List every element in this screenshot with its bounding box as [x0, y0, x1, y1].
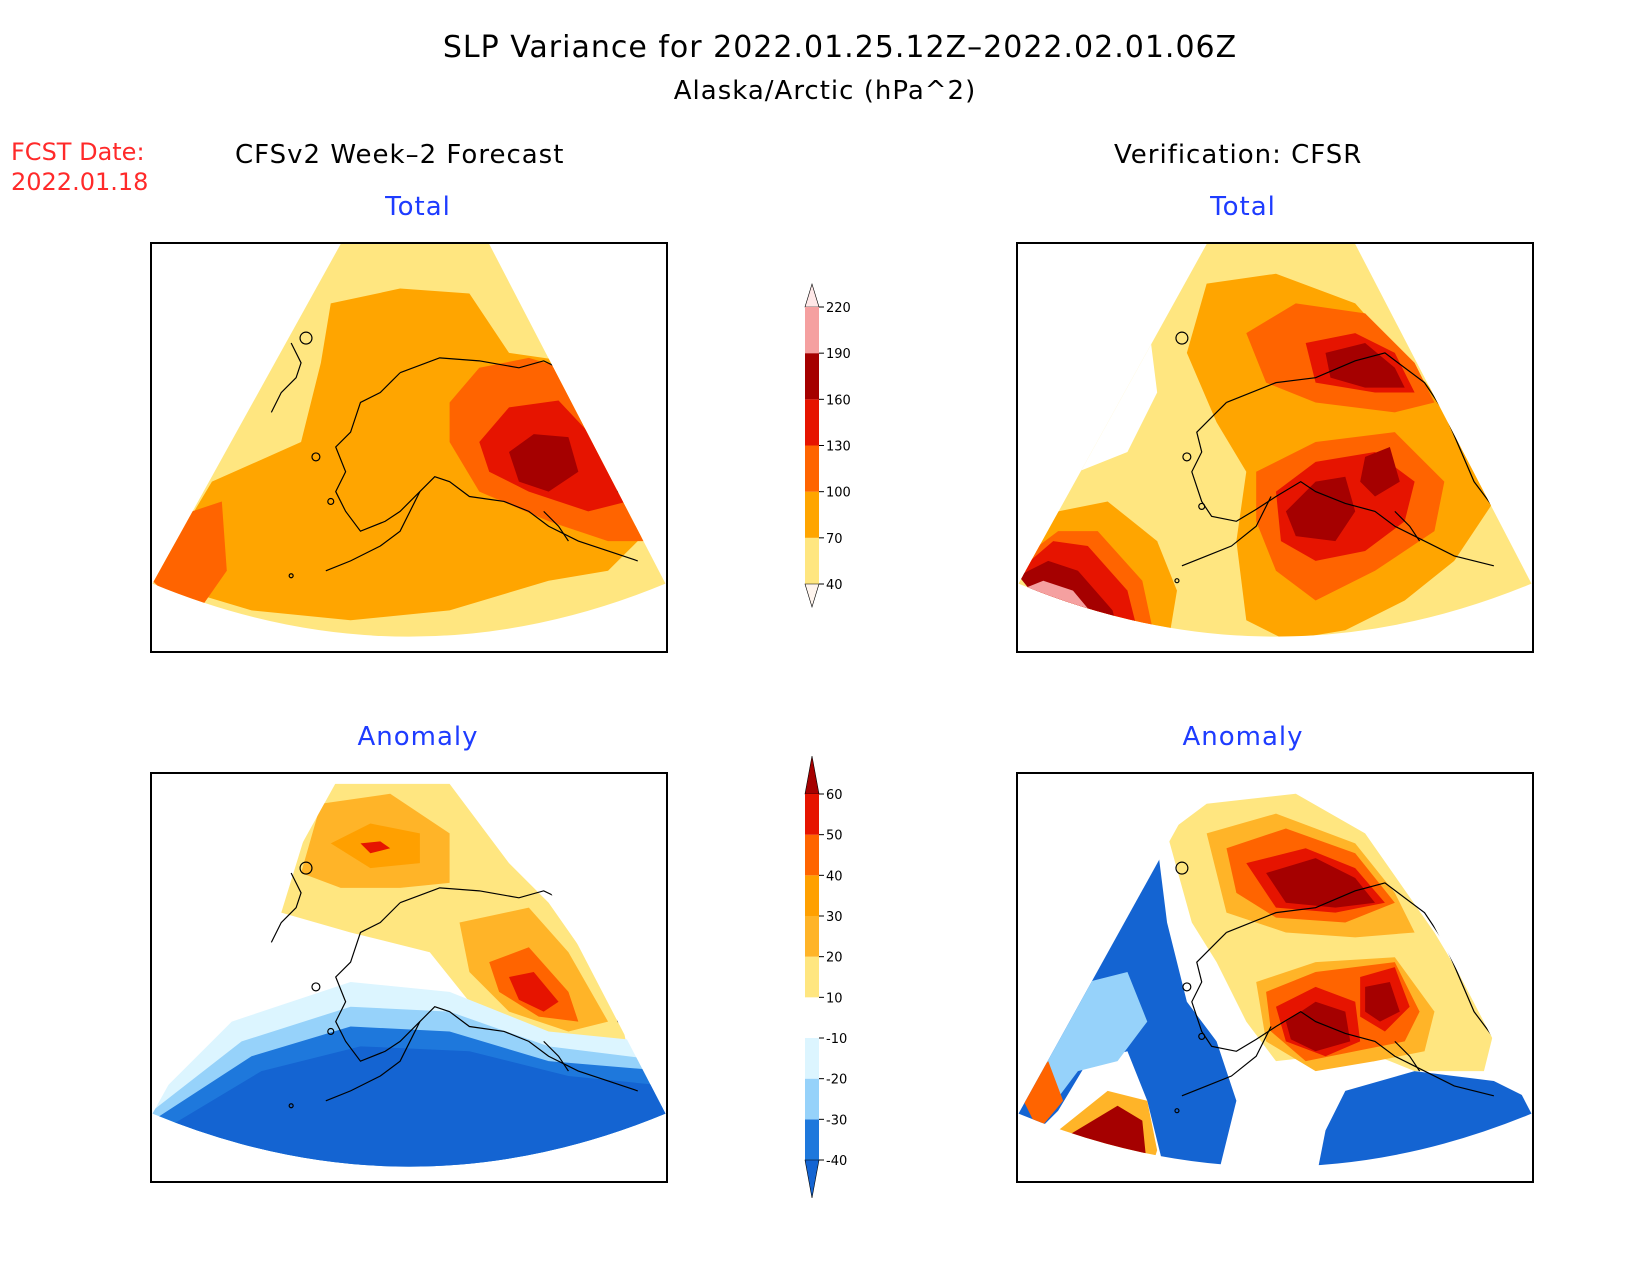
fill-160-190-north [1325, 343, 1405, 388]
forecast-anomaly-title: Anomaly [357, 722, 479, 752]
colorbar-label: 50 [826, 829, 843, 844]
colorbar-bottom-triangle [804, 583, 820, 609]
forecast-column-title: CFSv2 Week–2 Forecast [235, 140, 565, 170]
forecast-total-map [150, 242, 668, 653]
colorbar-label: -20 [826, 1073, 847, 1088]
fill-50-60-east [509, 972, 559, 1012]
fill-160-190 [509, 434, 579, 492]
colorbar-label: 100 [826, 486, 851, 501]
colorbar-label: 10 [826, 991, 843, 1006]
verification-total-map [1016, 242, 1534, 653]
fill-160-190-south-a [1285, 476, 1356, 542]
fcst-date-value: 2022.01.18 [11, 168, 149, 196]
colorbar-label: 160 [826, 393, 851, 408]
colorbar-label: 70 [826, 532, 843, 547]
colorbar-segment [805, 445, 819, 492]
verification-anomaly-plot [1018, 774, 1532, 1167]
verification-total-title: Total [1210, 192, 1276, 222]
colorbar-segment [805, 1119, 819, 1160]
colorbar-label: 40 [826, 578, 843, 593]
colorbar-label: -40 [826, 1154, 847, 1169]
colorbar-segment [805, 794, 819, 835]
colorbar-label: 20 [826, 951, 843, 966]
main-subtitle: Alaska/Arctic (hPa^2) [673, 76, 977, 106]
verification-anomaly-map [1016, 772, 1534, 1183]
fill-40-50-far-west [1018, 1061, 1064, 1131]
colorbar-label: 40 [826, 869, 843, 884]
fill-over-60-north [1266, 858, 1376, 908]
forecast-anomaly-map [150, 772, 668, 1183]
fcst-date-label: FCST Date: [11, 138, 145, 166]
colorbar-segment [805, 956, 819, 998]
anomaly-colorbar: -40 -30 -20 -10 10 20 30 40 50 60 [795, 752, 885, 1202]
colorbar-segment [805, 997, 819, 1038]
colorbar-label: 220 [826, 301, 851, 316]
fill-over-60-south-a [1285, 1001, 1351, 1052]
colorbar-segment [805, 1078, 819, 1120]
colorbar-top-triangle [804, 755, 820, 795]
colorbar-segment [805, 1038, 819, 1079]
fill-50-60-north [360, 841, 391, 854]
colorbar-segment [805, 399, 819, 446]
fill-minus20-minus30 [1038, 972, 1148, 1111]
forecast-total-title: Total [385, 192, 451, 222]
colorbar-label: -10 [826, 1032, 847, 1047]
fill-below-minus40 [152, 1046, 666, 1167]
verification-column-title: Verification: CFSR [1114, 140, 1363, 170]
colorbar-segment [805, 916, 819, 957]
colorbar-top-triangle [804, 282, 820, 308]
colorbar-bottom-triangle [804, 1159, 820, 1199]
colorbar-label: -30 [826, 1113, 847, 1128]
fill-100-130-west [152, 501, 227, 621]
colorbar-label: 30 [826, 910, 843, 925]
colorbar-label: 190 [826, 347, 851, 362]
fill-160-190-south-b [1360, 447, 1400, 497]
colorbar-segment [805, 875, 819, 916]
colorbar-segment [805, 353, 819, 400]
forecast-anomaly-plot [152, 774, 666, 1167]
fcst-date: FCST Date: 2022.01.18 [11, 137, 148, 197]
main-title: SLP Variance for 2022.01.25.12Z–2022.02.… [442, 30, 1238, 65]
colorbar-segment [805, 834, 819, 876]
fill-over-60-south-b [1365, 981, 1400, 1022]
anomaly-colorbar-svg: -40 -30 -20 -10 10 20 30 40 50 60 [804, 755, 847, 1199]
total-colorbar: 40 70 100 130 160 190 220 [795, 282, 885, 612]
forecast-total-plot [152, 244, 666, 637]
colorbar-segment [805, 537, 819, 584]
verification-anomaly-title: Anomaly [1182, 722, 1304, 752]
colorbar-label: 130 [826, 440, 851, 455]
colorbar-segment [805, 491, 819, 538]
fill-over-220-sw [1038, 605, 1098, 637]
verification-total-plot [1018, 244, 1532, 637]
colorbar-segment [805, 307, 819, 354]
total-colorbar-svg: 40 70 100 130 160 190 220 [804, 282, 851, 609]
colorbar-label: 60 [826, 788, 843, 803]
